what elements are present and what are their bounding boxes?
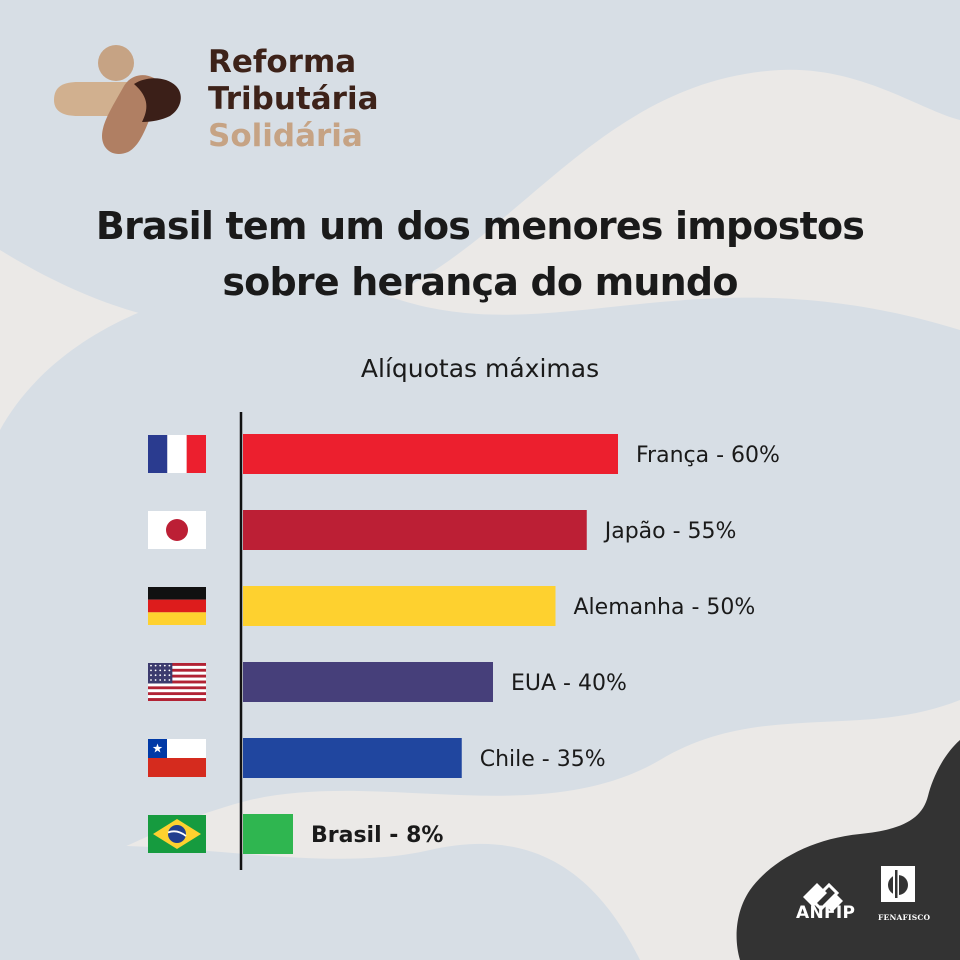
bar-label-brasil: Brasil - 8% [311,823,443,848]
chart-title: Alíquotas máximas [360,354,600,383]
logo-right-arm [134,78,181,122]
bar-label-chile: Chile - 35% [480,747,606,772]
headline: Brasil tem um dos menores impostos sobre… [0,198,960,310]
brand-line-reforma: Reforma [208,44,357,80]
japan-flag-icon [148,511,206,549]
headline-line-2: sobre herança do mundo [222,260,738,304]
bar-label-eua: EUA - 40% [511,671,627,696]
brazil-flag-icon [148,815,206,853]
bar-labels-group: França - 60% Japão - 55% Alemanha - 50% EUA… [311,443,780,848]
bar-eua [243,662,493,702]
reforma-tributaria-logo [54,45,181,155]
partner-logos-corner [736,740,960,960]
corner-shape [736,740,960,960]
france-flag-icon [148,435,206,473]
brand-line-solidaria: Solidária [208,118,363,154]
headline-line-1: Brasil tem um dos menores impostos [95,204,865,248]
bar-label-alemanha: Alemanha - 50% [574,595,756,620]
anfip-label: ANFIP [796,903,856,923]
bar-japao [243,510,587,550]
flags-group [148,435,206,853]
background-blob-top [0,0,960,328]
bar-label-franca: França - 60% [636,443,780,468]
fenafisco-label: FENAFISCO [878,913,931,922]
germany-flag-icon [148,587,206,625]
chile-flag-icon [148,739,206,777]
bar-franca [243,434,618,474]
anfip-icon [803,882,843,912]
logo-head [98,45,134,81]
background-blob-bottom [0,843,640,960]
usa-flag-icon [148,663,206,701]
brand-wordmark: Reforma Tributária Solidária [208,44,379,155]
fenafisco-icon [881,866,915,902]
bar-chile [243,738,462,778]
brand-line-tributaria: Tributária [208,81,379,117]
bars-group [243,434,618,854]
bar-brasil [243,814,293,854]
bar-alemanha [243,586,556,626]
bar-label-japao: Japão - 55% [603,519,737,544]
